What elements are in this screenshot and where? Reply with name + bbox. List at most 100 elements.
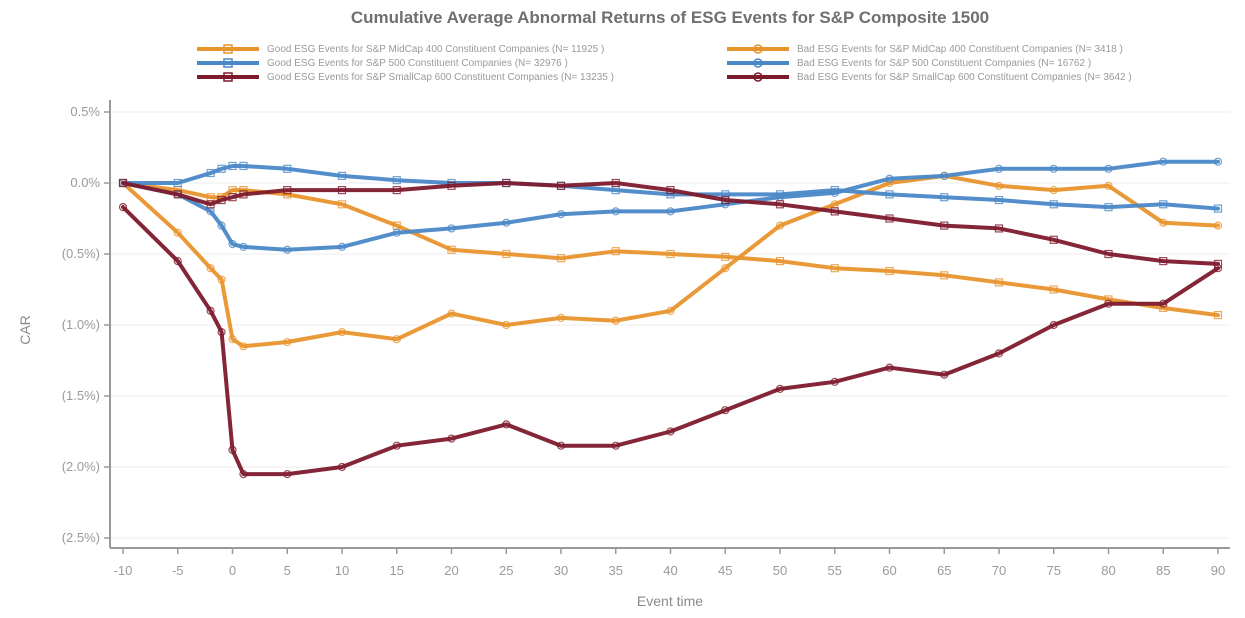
data-point [283,470,292,479]
data-point [721,264,730,273]
data-point [885,266,894,276]
data-point [1159,299,1168,308]
data-point [1213,204,1223,213]
data-point [217,164,226,173]
x-tick-label: 10 [335,563,349,578]
data-point [556,210,566,219]
axes: 0.5% 0.0% (0.5%) (1.0%) (1.5%) (2.0%) (2.5%) -1… [62,100,1230,578]
data-point [228,335,237,344]
data-point [775,200,785,209]
data-point [1104,203,1113,212]
data-point [611,207,620,216]
data-point [217,221,226,230]
data-point [721,252,730,261]
data-point [1049,285,1058,294]
legend-label: Good ESG Events for S&P MidCap 400 Const… [267,43,605,55]
data-point [830,207,839,216]
x-tick-label: 0 [229,563,236,578]
x-tick-label: 40 [663,563,677,578]
data-point [611,178,620,188]
data-point [337,200,347,209]
data-point [447,224,456,233]
data-point [502,178,511,188]
x-tick-label: 75 [1047,563,1061,578]
data-point [206,264,215,273]
y-tick-label: (2.5%) [62,530,100,545]
data-point [392,176,401,185]
data-point [830,264,839,273]
data-point [283,337,292,347]
x-tick-label: 65 [937,563,951,578]
data-point [118,178,128,188]
data-point [173,228,182,237]
data-point [228,193,237,202]
x-tick-label: 60 [882,563,896,578]
legend-swatch-bad-smallcap [727,72,789,82]
x-tick-label: 45 [718,563,732,578]
data-point [1159,157,1168,166]
data-point [447,434,456,443]
data-point [940,221,949,230]
x-tick-label: 50 [773,563,787,578]
x-tick-label: 90 [1211,563,1225,578]
x-axis-title: Event time [637,593,703,609]
data-point [206,168,215,178]
data-point [666,186,675,195]
data-point [502,320,511,330]
data-point [502,249,511,259]
data-point [173,257,182,266]
y-axis-title: CAR [17,315,33,345]
series-1 [118,171,1223,351]
data-point [392,228,401,237]
legend-item: Bad ESG Events for S&P MidCap 400 Consti… [725,42,1123,56]
data-point [337,186,347,195]
data-point [447,309,456,318]
data-point [217,328,226,337]
data-point [392,335,401,344]
data-point [1213,264,1223,273]
data-point [337,171,347,180]
x-tick-label: 85 [1156,563,1170,578]
legend-swatch-good-sp500 [197,58,259,68]
y-tick-label: 0.5% [70,104,100,119]
data-point [1049,235,1058,244]
data-point [721,195,730,205]
data-point [611,441,620,450]
legend-label: Bad ESG Events for S&P MidCap 400 Consti… [797,43,1123,55]
x-tick-label: -5 [172,563,184,578]
data-point [1159,200,1168,209]
series-line [121,181,1220,318]
x-tick-label: 20 [444,563,458,578]
data-point [940,171,949,180]
data-point [217,195,226,205]
data-point [173,190,182,199]
data-point [447,181,456,190]
legend-label: Bad ESG Events for S&P 500 Constituent C… [797,57,1092,69]
legend-swatch-good-midcap [197,44,259,54]
data-point [502,218,511,227]
data-point [1213,157,1223,166]
data-point [666,306,675,315]
data-point [239,470,248,479]
data-point [337,328,347,337]
series-4 [118,178,1223,269]
legend-item: Good ESG Events for S&P SmallCap 600 Con… [195,70,614,84]
data-point [1104,249,1113,259]
data-point [830,377,839,386]
data-point [1049,200,1058,209]
data-point [885,190,894,199]
data-point [228,161,237,171]
legend-item: Bad ESG Events for S&P 500 Constituent C… [725,56,1091,70]
data-point [239,242,248,251]
data-point [1049,320,1058,330]
legend-label: Good ESG Events for S&P 500 Constituent … [267,57,568,69]
data-point [994,181,1004,190]
data-point [994,349,1004,358]
data-point [447,245,456,254]
data-point [721,406,730,415]
series-5 [118,203,1223,479]
data-point [392,441,401,450]
data-point [775,257,785,266]
x-tick-label: 25 [499,563,513,578]
